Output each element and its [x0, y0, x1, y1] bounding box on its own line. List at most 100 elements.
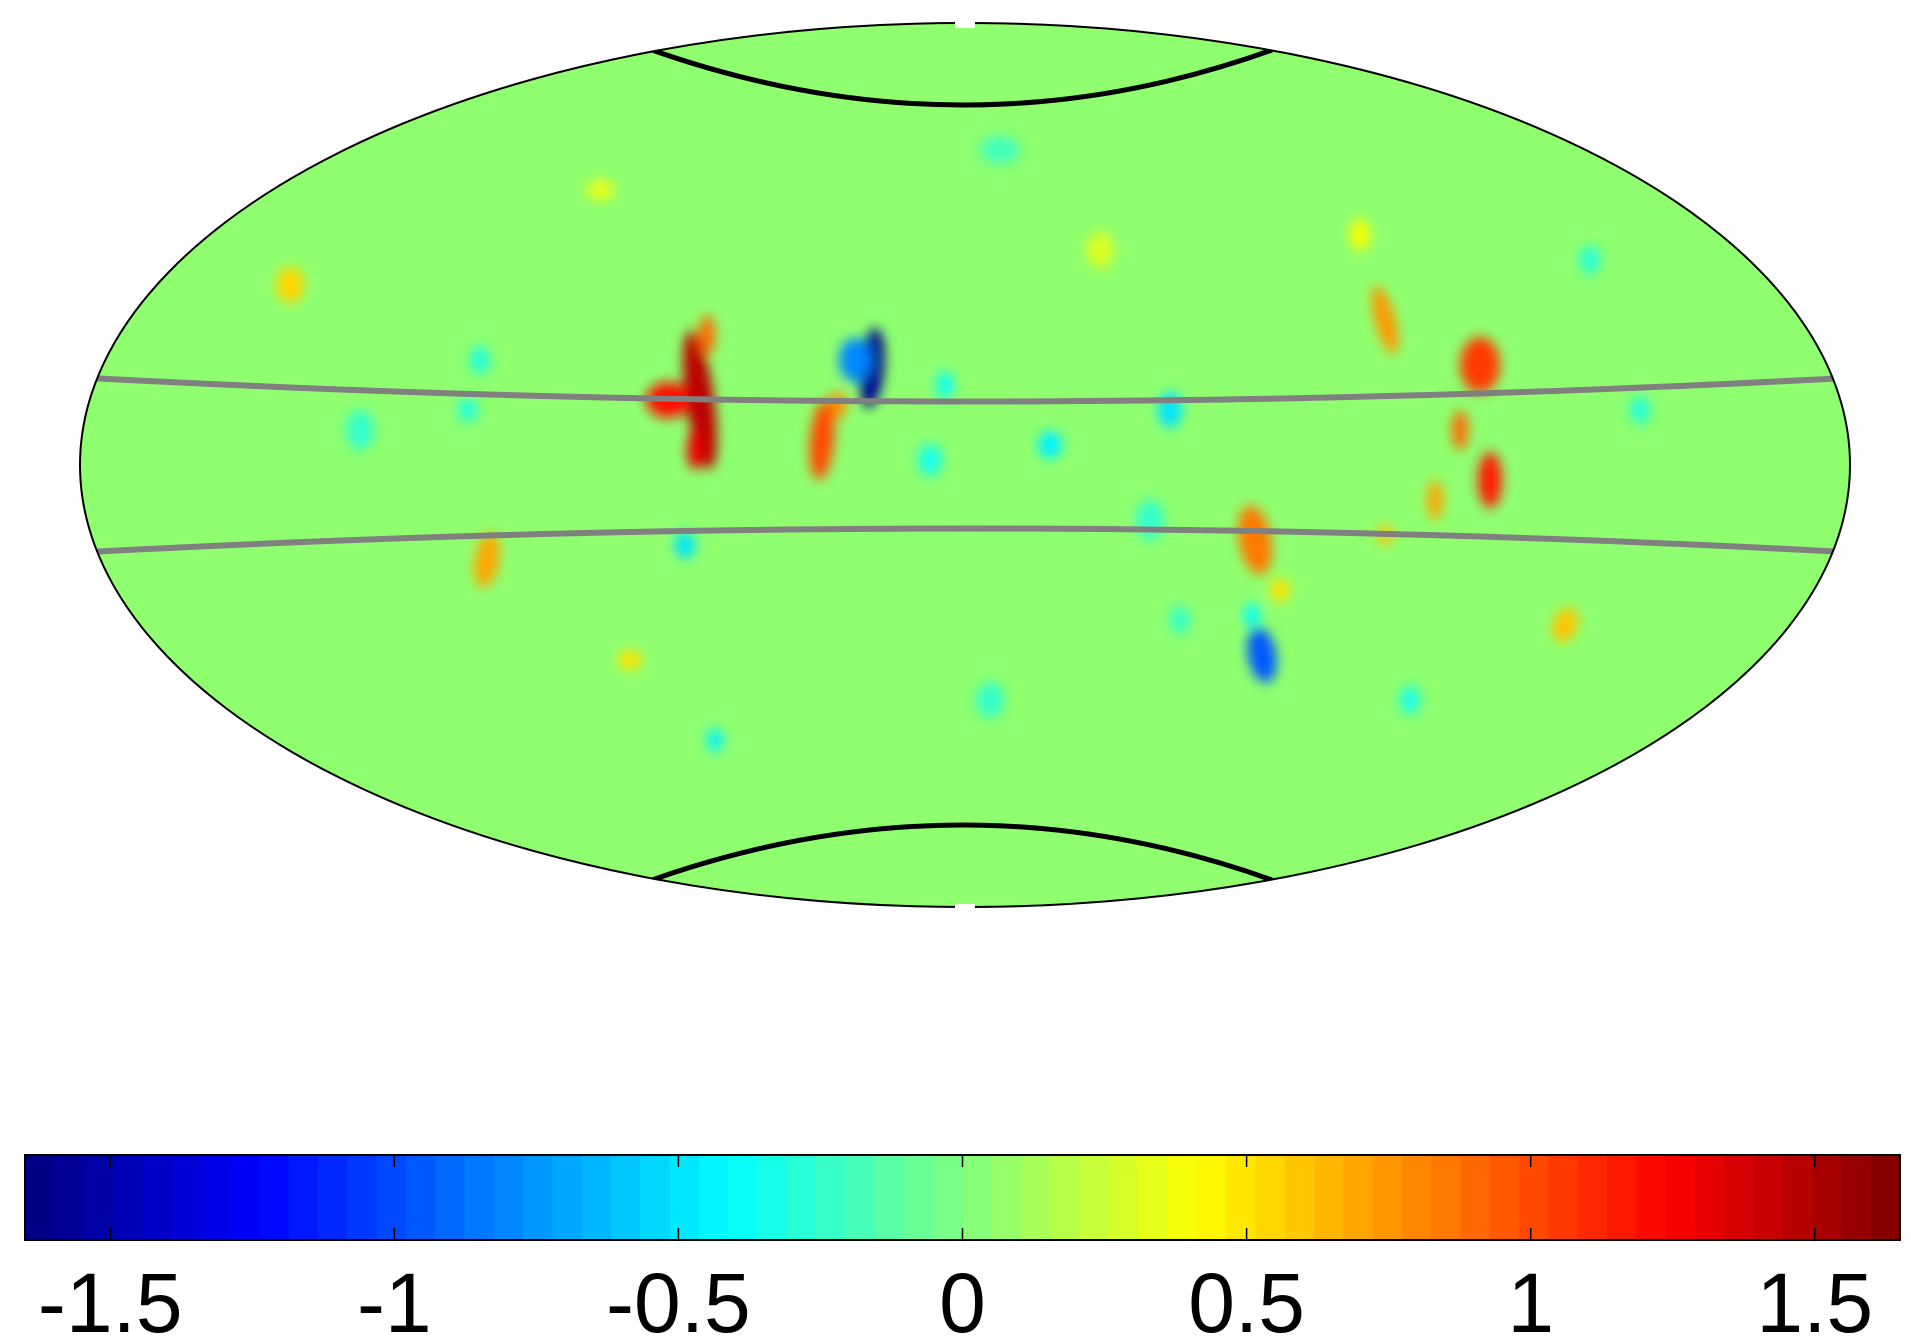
colorbar-cell: [933, 1155, 964, 1240]
colorbar-cell: [1577, 1155, 1608, 1240]
colorbar-cell: [1636, 1155, 1667, 1240]
colorbar-cell: [376, 1155, 407, 1240]
map-feature: [1038, 431, 1062, 459]
map-feature: [474, 532, 500, 588]
colorbar-cell: [1196, 1155, 1227, 1240]
colorbar-cell: [1870, 1155, 1901, 1240]
map-feature: [1478, 452, 1502, 508]
map-feature: [1350, 219, 1370, 251]
map-feature: [1170, 606, 1190, 634]
map-feature: [1630, 396, 1650, 424]
colorbar-cell: [405, 1155, 436, 1240]
colorbar-ticks: [109, 1155, 1816, 1240]
colorbar-cell: [435, 1155, 466, 1240]
colorbar-cell: [1841, 1155, 1872, 1240]
colorbar-cell: [1314, 1155, 1345, 1240]
map-feature: [675, 531, 695, 559]
colorbar-cell: [1489, 1155, 1520, 1240]
map-feature: [1238, 505, 1272, 575]
map-feature: [687, 430, 703, 470]
colorbar-cell: [25, 1155, 56, 1240]
colorbar-cell: [1548, 1155, 1579, 1240]
map-feature: [1400, 686, 1420, 714]
colorbar-cell: [1812, 1155, 1843, 1240]
map-feature: [830, 391, 846, 419]
colorbar-tick-label: -0.5: [606, 1256, 751, 1342]
map-feature: [839, 338, 871, 382]
colorbar-tick-label: -1: [357, 1256, 432, 1342]
colorbar-cell: [757, 1155, 788, 1240]
colorbar-cell: [200, 1155, 231, 1240]
map-feature: [1452, 410, 1468, 450]
colorbar-cell: [669, 1155, 700, 1240]
lower-band-boundary: [89, 525, 1846, 555]
map-bottom-notch: [955, 904, 975, 912]
colorbar-tick-label: 1.5: [1756, 1256, 1873, 1342]
colorbar-tick-label: 0.5: [1188, 1256, 1305, 1342]
map-feature: [586, 180, 614, 200]
colorbar-cell: [1255, 1155, 1286, 1240]
map-feature: [699, 315, 715, 355]
map-overlays: [89, 47, 1846, 883]
colorbar-cell: [698, 1155, 729, 1240]
colorbar-cell: [259, 1155, 290, 1240]
colorbar-cell: [1079, 1155, 1110, 1240]
map-feature: [1136, 500, 1164, 540]
colorbar-cell: [1607, 1155, 1638, 1240]
colorbar-cell: [1460, 1155, 1491, 1240]
colorbar-tick-label: -1.5: [38, 1256, 183, 1342]
colorbar-cell: [523, 1155, 554, 1240]
north-polar-cap-boundary: [651, 47, 1273, 108]
colorbar-cell: [1782, 1155, 1813, 1240]
colorbar-cell: [83, 1155, 114, 1240]
map-feature: [1270, 578, 1290, 602]
map-feature: [1247, 627, 1277, 683]
colorbar-cell: [142, 1155, 173, 1240]
colorbar-cell: [171, 1155, 202, 1240]
map-feature: [1086, 232, 1114, 268]
colorbar-cell: [1665, 1155, 1696, 1240]
colorbar-cell: [728, 1155, 759, 1240]
colorbar-cell: [581, 1155, 612, 1240]
colorbar-cell: [845, 1155, 876, 1240]
colorbar-cell: [1724, 1155, 1755, 1240]
map-feature: [918, 444, 942, 476]
colorbar-cell: [112, 1155, 143, 1240]
colorbar-cell: [1284, 1155, 1315, 1240]
colorbar-cell: [1108, 1155, 1140, 1240]
map-feature: [1580, 246, 1600, 274]
map-background: [80, 23, 1850, 907]
map-feature: [470, 346, 490, 374]
colorbar-cell: [493, 1155, 524, 1240]
map-feature: [1371, 286, 1399, 354]
colorbar-cell: [991, 1155, 1022, 1240]
map-feature: [937, 371, 953, 399]
south-polar-cap-boundary: [651, 822, 1273, 883]
colorbar-cell: [874, 1155, 905, 1240]
colorbar-cell: [347, 1155, 378, 1240]
map-feature: [618, 650, 642, 670]
colorbar-cell: [1050, 1155, 1081, 1240]
colorbar-tick-label: 0: [939, 1256, 986, 1342]
colorbar: -1.5 -1 -0.5 0 0.5 1 1.5: [24, 1154, 1901, 1342]
colorbar-cell: [640, 1155, 671, 1240]
colorbar-cell: [816, 1155, 847, 1240]
colorbar-cell: [552, 1155, 583, 1240]
map-feature: [276, 267, 304, 303]
map-feature: [458, 398, 478, 422]
colorbar-cell: [1343, 1155, 1374, 1240]
colorbar-cell: [1167, 1155, 1198, 1240]
map-feature: [707, 728, 723, 752]
colorbar-cell: [786, 1155, 817, 1240]
colorbar-cell: [610, 1155, 642, 1240]
colorbar-tick-labels: -1.5 -1 -0.5 0 0.5 1 1.5: [38, 1256, 1873, 1342]
colorbar-cell: [1694, 1155, 1726, 1240]
colorbar-cell: [1226, 1155, 1257, 1240]
colorbar-gradient: [25, 1155, 1901, 1240]
colorbar-cell: [54, 1155, 85, 1240]
map-feature: [1427, 480, 1443, 520]
colorbar-cell: [962, 1155, 993, 1240]
sky-map: [79, 20, 1851, 912]
map-feature: [1244, 603, 1260, 627]
